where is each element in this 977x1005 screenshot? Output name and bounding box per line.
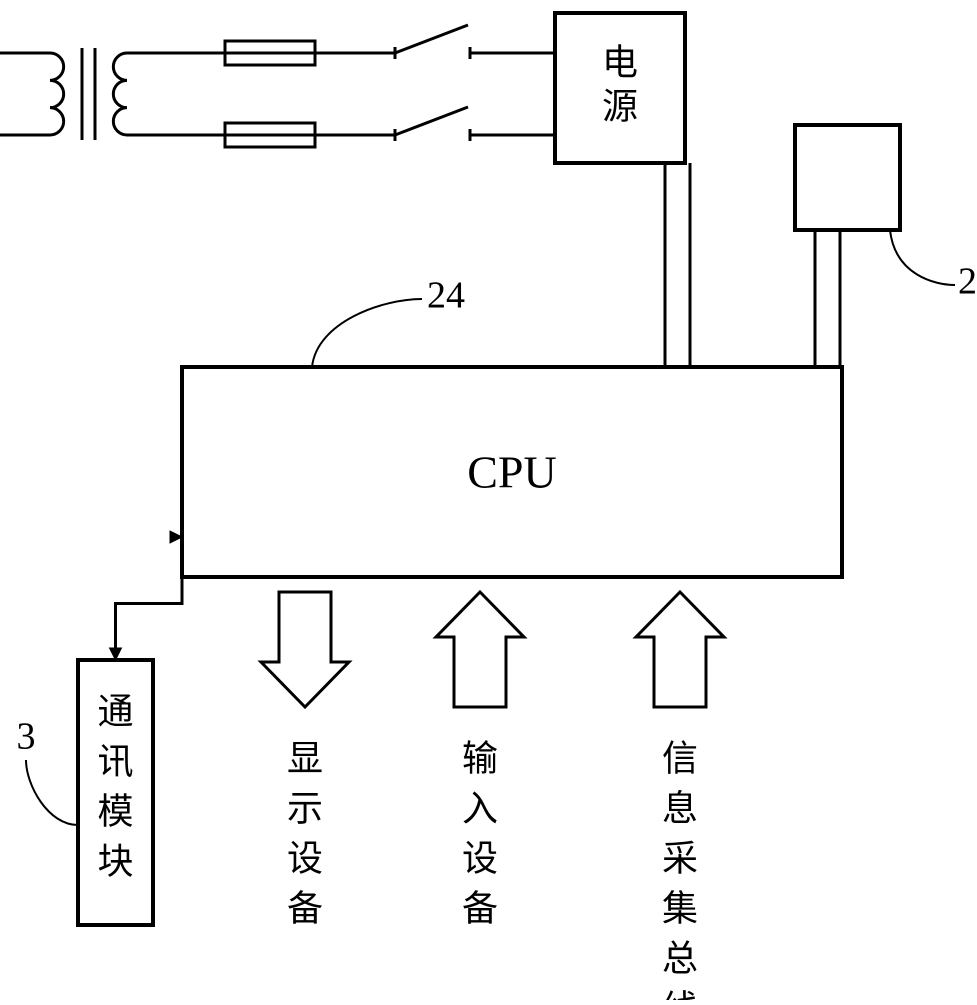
display-label-char: 显	[287, 738, 323, 778]
cpu-label: CPU	[467, 447, 556, 498]
bus-label-char: 总	[662, 938, 698, 978]
display-label-char: 设	[287, 838, 323, 878]
bus-label-char: 信	[662, 738, 698, 778]
display-label-char: 备	[287, 888, 323, 928]
input-label-char: 设	[462, 838, 498, 878]
input-label-char: 入	[462, 788, 498, 828]
input-label-char: 输	[462, 738, 498, 778]
input-arrow	[436, 592, 524, 707]
bus-label-char: 线	[662, 988, 698, 1000]
power-label-line1: 电	[602, 42, 638, 82]
extra-block	[795, 125, 900, 230]
comm-label-char: 讯	[97, 741, 133, 781]
bus-arrow	[636, 592, 724, 707]
comm-label-char: 通	[97, 691, 133, 731]
power-label-line2: 源	[602, 86, 638, 126]
cpu-ref-label: 24	[427, 275, 465, 317]
comm-label-char: 块	[97, 841, 133, 881]
display-label-char: 示	[287, 788, 323, 828]
bus-label-char: 采	[662, 838, 698, 878]
extra-ref-label: 23	[958, 261, 977, 303]
display-arrow	[261, 592, 349, 707]
comm-label-char: 模	[97, 791, 133, 831]
bus-label-char: 息	[662, 788, 698, 828]
input-label-char: 备	[462, 888, 498, 928]
bus-label-char: 集	[662, 888, 698, 928]
comm-ref-label: 3	[17, 716, 36, 758]
